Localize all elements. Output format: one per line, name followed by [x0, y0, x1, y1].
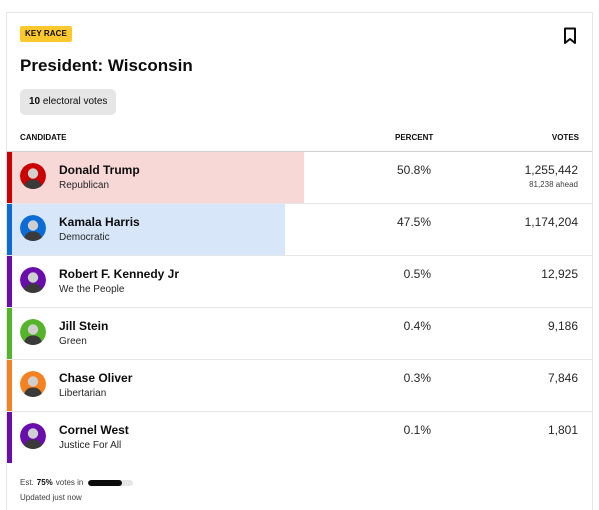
candidate-name: Chase Oliver: [59, 371, 133, 385]
candidate-row: Jill Stein Green 0.4% 9,186: [7, 307, 592, 359]
electoral-votes-pill: 10 electoral votes: [20, 89, 117, 115]
results-table: Donald Trump Republican 50.8% 1,255,442 81,2…: [7, 151, 592, 463]
candidate-percent: 47.5%: [396, 215, 431, 229]
candidate-party: Green: [59, 336, 87, 347]
candidate-avatar: [20, 163, 46, 189]
est-prefix: Est.: [20, 478, 34, 487]
party-color-stripe: [7, 152, 12, 203]
vote-margin: 81,238 ahead: [529, 180, 578, 189]
candidate-name: Cornel West: [59, 423, 129, 437]
party-color-stripe: [7, 308, 12, 359]
party-color-stripe: [7, 256, 12, 307]
candidate-avatar: [20, 215, 46, 241]
candidate-name: Kamala Harris: [59, 215, 140, 229]
column-header-votes: VOTES: [551, 133, 579, 142]
estimated-votes-in: Est. 75% votes in: [20, 478, 134, 488]
candidate-row: Donald Trump Republican 50.8% 1,255,442 81,2…: [7, 151, 592, 203]
updated-status: Updated just now: [20, 493, 82, 502]
race-card: KEY RACE President: Wisconsin 10 elector…: [6, 12, 593, 510]
candidate-name: Donald Trump: [59, 163, 140, 177]
candidate-party: Justice For All: [59, 440, 122, 451]
candidate-avatar: [20, 371, 46, 397]
race-title: President: Wisconsin: [20, 56, 193, 75]
est-suffix: votes in: [55, 478, 84, 487]
candidate-percent: 50.8%: [396, 163, 431, 177]
candidate-party: Democratic: [59, 232, 110, 243]
candidate-row: Robert F. Kennedy Jr We the People 0.5% 12,…: [7, 255, 592, 307]
candidate-name: Robert F. Kennedy Jr: [59, 267, 180, 281]
party-color-stripe: [7, 204, 12, 255]
candidate-party: We the People: [59, 284, 125, 295]
candidate-party: Republican: [59, 180, 110, 191]
vote-share-bar: [7, 152, 304, 203]
party-color-stripe: [7, 412, 12, 463]
bookmark-icon[interactable]: [563, 27, 577, 45]
candidate-percent: 0.1%: [403, 423, 431, 437]
candidate-name: Jill Stein: [59, 319, 109, 333]
reporting-progress-fill: [88, 480, 123, 486]
candidate-avatar: [20, 423, 46, 449]
candidate-votes: 1,174,204: [524, 215, 578, 229]
candidate-row: Chase Oliver Libertarian 0.3% 7,846: [7, 359, 592, 411]
candidate-row: Kamala Harris Democratic 47.5% 1,174,204: [7, 203, 592, 255]
column-header-percent: PERCENT: [395, 133, 434, 142]
electoral-votes-label: electoral votes: [42, 96, 108, 107]
candidate-percent: 0.4%: [403, 319, 431, 333]
candidate-votes: 9,186: [547, 319, 578, 333]
est-value: 75%: [36, 478, 53, 487]
candidate-avatar: [20, 267, 46, 293]
candidate-party: Libertarian: [59, 388, 107, 399]
candidate-votes: 1,255,442: [524, 163, 578, 177]
candidate-row: Cornel West Justice For All 0.1% 1,801: [7, 411, 592, 463]
party-color-stripe: [7, 360, 12, 411]
vote-share-bar: [7, 204, 285, 255]
candidate-avatar: [20, 319, 46, 345]
reporting-progress-bar: [88, 480, 134, 486]
candidate-percent: 0.5%: [403, 267, 431, 281]
candidate-percent: 0.3%: [403, 371, 431, 385]
key-race-badge: KEY RACE: [20, 26, 72, 42]
results-footer: Est. 75% votes in Updated just now: [20, 478, 134, 503]
candidate-votes: 7,846: [547, 371, 578, 385]
candidate-votes: 1,801: [547, 423, 578, 437]
candidate-votes: 12,925: [541, 267, 578, 281]
electoral-votes-count: 10: [29, 96, 41, 107]
column-header-candidate: CANDIDATE: [20, 133, 67, 142]
